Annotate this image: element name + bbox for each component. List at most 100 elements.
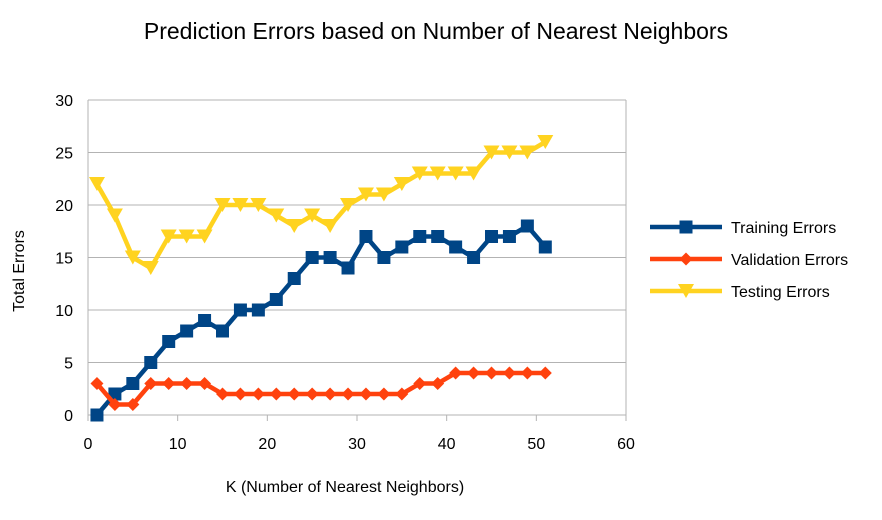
data-point-1-22 <box>485 366 498 380</box>
data-point-1-7 <box>216 387 229 401</box>
plot-axes <box>87 100 627 421</box>
y-tick-label-15: 15 <box>55 251 73 268</box>
tick-labels: 0 5 10 15 20 25 30 0 10 20 30 40 50 60 <box>55 93 635 453</box>
data-point-0-3 <box>144 356 158 369</box>
data-point-2-11 <box>286 219 303 233</box>
data-point-1-15 <box>359 387 373 401</box>
data-point-0-4 <box>162 335 176 348</box>
data-point-1-25 <box>538 366 552 380</box>
data-point-1-6 <box>198 377 212 390</box>
data-point-1-11 <box>287 387 301 401</box>
data-point-2-3 <box>142 261 159 275</box>
x-tick-label-50: 50 <box>527 436 545 453</box>
data-point-1-23 <box>502 366 516 380</box>
data-point-0-19 <box>431 230 445 243</box>
x-tick-label-60: 60 <box>617 436 635 453</box>
data-point-2-12 <box>304 208 321 223</box>
data-point-1-12 <box>305 387 319 401</box>
y-tick-label-30: 30 <box>55 93 73 110</box>
data-point-0-18 <box>413 230 427 243</box>
data-point-2-20 <box>447 166 464 181</box>
data-point-2-25 <box>537 135 554 149</box>
data-point-1-2 <box>126 398 140 411</box>
y-tick-label-0: 0 <box>64 408 73 425</box>
data-point-0-16 <box>377 251 391 264</box>
y-tick-label-25: 25 <box>55 146 73 163</box>
x-axis-label: K (Number of Nearest Neighbors) <box>226 479 464 496</box>
data-point-0-5 <box>180 324 194 338</box>
legend-label-1: Validation Errors <box>731 252 848 269</box>
data-point-1-17 <box>395 387 409 401</box>
data-point-0-13 <box>323 251 337 264</box>
chart-title: Prediction Errors based on Number of Nea… <box>144 18 728 44</box>
legend-marker-2 <box>678 284 694 298</box>
data-point-0-23 <box>502 230 516 243</box>
legend-label-2: Testing Errors <box>731 284 830 301</box>
data-point-1-19 <box>431 377 445 390</box>
data-point-1-14 <box>341 387 355 401</box>
data-point-0-22 <box>485 230 498 243</box>
data-point-2-21 <box>465 166 482 181</box>
x-tick-label-0: 0 <box>84 436 93 453</box>
data-point-1-9 <box>251 387 265 401</box>
data-point-2-6 <box>196 229 213 244</box>
data-point-1-20 <box>449 366 463 380</box>
data-point-0-25 <box>538 240 552 254</box>
data-point-1-21 <box>467 366 481 380</box>
data-point-1-3 <box>144 377 158 390</box>
series-0 <box>90 219 552 422</box>
data-point-1-8 <box>233 387 247 401</box>
data-point-1-13 <box>323 387 337 401</box>
data-point-1-1 <box>108 398 122 411</box>
data-point-1-16 <box>377 387 391 401</box>
data-point-2-5 <box>178 229 195 244</box>
data-point-2-15 <box>357 187 374 202</box>
data-point-2-17 <box>393 177 410 191</box>
data-point-0-8 <box>233 303 247 317</box>
x-tick-label-10: 10 <box>169 436 187 453</box>
data-point-1-4 <box>162 377 176 390</box>
series-layer <box>88 135 554 422</box>
series-1 <box>90 366 552 411</box>
data-point-2-23 <box>501 145 518 160</box>
data-point-2-4 <box>160 229 177 244</box>
x-tick-label-30: 30 <box>348 436 366 453</box>
data-point-0-7 <box>216 324 229 338</box>
data-point-0-0 <box>90 408 104 422</box>
data-point-0-20 <box>449 240 463 254</box>
data-point-0-10 <box>269 293 283 306</box>
legend: Training Errors Validation Errors Testing … <box>650 220 848 301</box>
data-point-2-19 <box>429 166 446 181</box>
data-point-2-7 <box>214 198 231 212</box>
data-point-2-9 <box>250 198 267 212</box>
y-tick-label-20: 20 <box>55 198 73 215</box>
data-point-1-0 <box>90 377 104 390</box>
series-line-1 <box>95 370 546 407</box>
data-point-1-10 <box>269 387 283 401</box>
data-point-2-14 <box>340 198 357 212</box>
y-tick-label-10: 10 <box>55 303 73 320</box>
grid-lines <box>88 99 626 363</box>
x-tick-label-40: 40 <box>438 436 456 453</box>
data-point-2-2 <box>124 250 141 265</box>
data-point-0-15 <box>359 230 373 243</box>
data-point-2-10 <box>268 208 285 223</box>
data-point-2-8 <box>232 198 249 212</box>
data-point-1-5 <box>180 377 194 390</box>
data-point-0-11 <box>287 272 301 285</box>
x-tick-label-20: 20 <box>258 436 276 453</box>
data-point-2-24 <box>519 145 536 160</box>
legend-marker-0 <box>679 220 693 234</box>
legend-label-0: Training Errors <box>731 220 836 237</box>
y-axis-label: Total Errors <box>11 230 28 312</box>
data-point-2-22 <box>483 145 500 160</box>
y-tick-label-5: 5 <box>64 356 73 373</box>
data-point-1-18 <box>413 377 427 390</box>
data-point-0-24 <box>520 219 534 233</box>
data-point-0-14 <box>341 261 355 275</box>
data-point-0-2 <box>126 377 140 390</box>
data-point-0-9 <box>251 303 265 317</box>
data-point-1-24 <box>520 366 534 380</box>
legend-marker-1 <box>679 252 693 266</box>
data-point-2-13 <box>322 219 339 233</box>
